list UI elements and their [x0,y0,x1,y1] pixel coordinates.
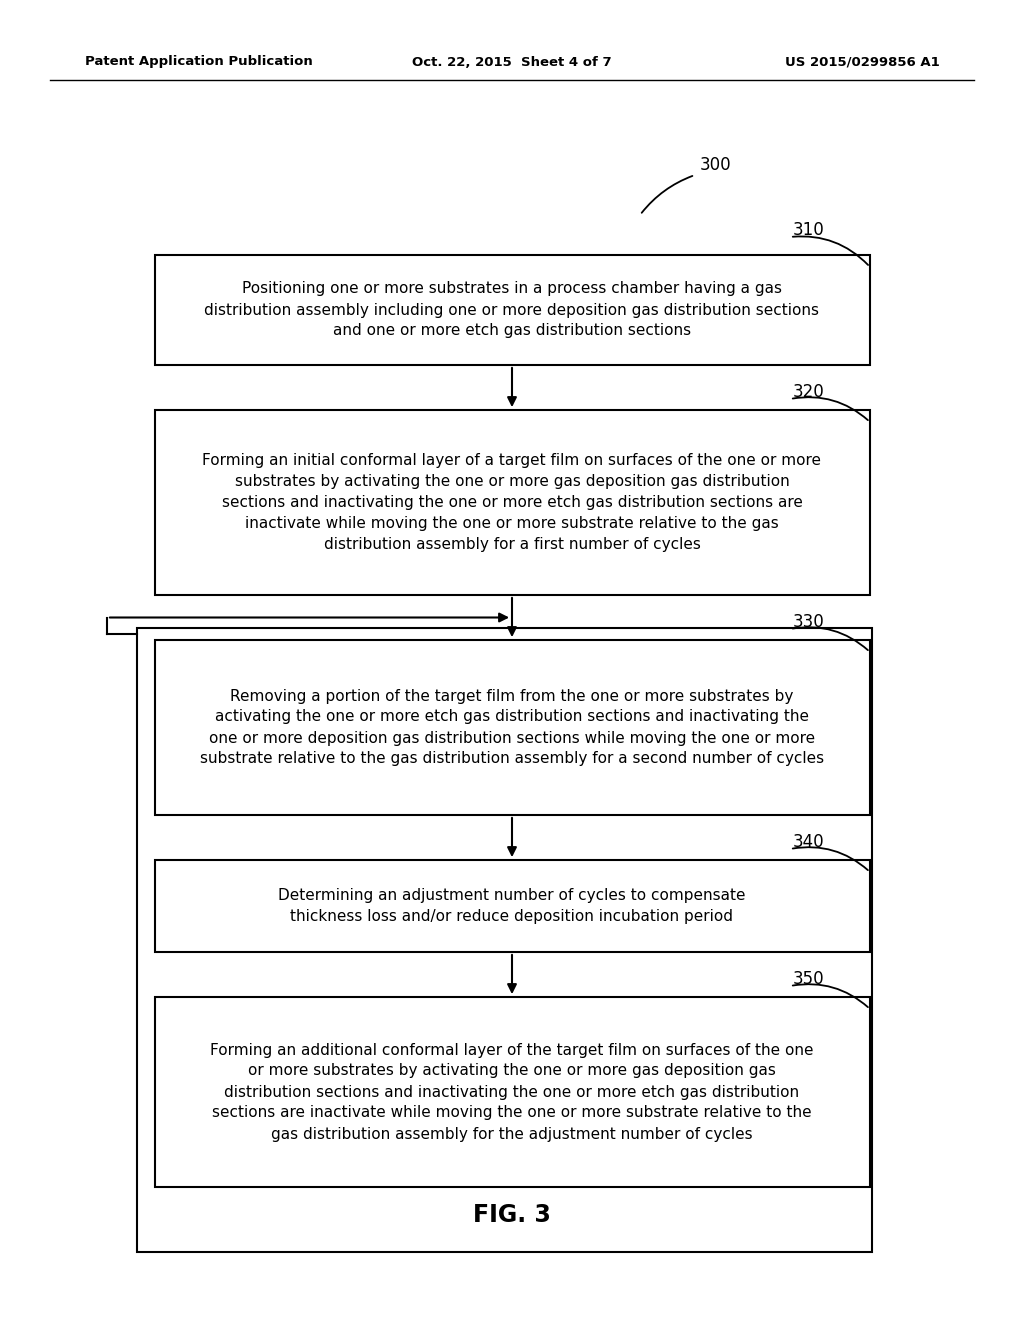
Text: 300: 300 [700,156,731,174]
Text: 320: 320 [793,383,824,401]
Text: 350: 350 [793,970,824,987]
Text: Positioning one or more substrates in a process chamber having a gas
distributio: Positioning one or more substrates in a … [205,281,819,338]
Text: 330: 330 [793,612,824,631]
Text: Oct. 22, 2015  Sheet 4 of 7: Oct. 22, 2015 Sheet 4 of 7 [413,55,611,69]
Text: Forming an initial conformal layer of a target film on surfaces of the one or mo: Forming an initial conformal layer of a … [203,453,821,552]
Text: Forming an additional conformal layer of the target film on surfaces of the one
: Forming an additional conformal layer of… [210,1043,814,1142]
Text: 340: 340 [793,833,824,851]
Bar [155,861,870,952]
Text: Removing a portion of the target film from the one or more substrates by
activat: Removing a portion of the target film fr… [200,689,824,767]
Text: Patent Application Publication: Patent Application Publication [85,55,312,69]
Bar [155,640,870,814]
Bar [155,255,870,366]
Bar [155,997,870,1187]
Text: US 2015/0299856 A1: US 2015/0299856 A1 [785,55,940,69]
Bar [155,411,870,595]
Text: FIG. 3: FIG. 3 [473,1203,551,1228]
Text: Determining an adjustment number of cycles to compensate
thickness loss and/or r: Determining an adjustment number of cycl… [279,888,745,924]
Text: 310: 310 [793,220,824,239]
Bar [137,628,872,1251]
